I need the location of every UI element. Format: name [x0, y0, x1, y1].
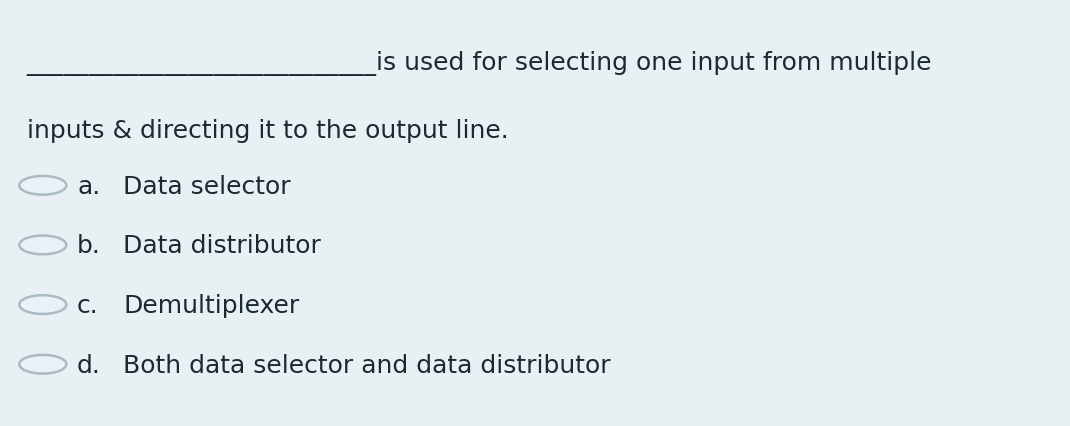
Circle shape	[19, 295, 66, 314]
Text: b.: b.	[77, 234, 101, 258]
Text: Data selector: Data selector	[123, 175, 291, 199]
Text: Data distributor: Data distributor	[123, 234, 321, 258]
Text: c.: c.	[77, 294, 98, 318]
Text: inputs & directing it to the output line.: inputs & directing it to the output line…	[27, 119, 508, 143]
Text: ____________________________is used for selecting one input from multiple: ____________________________is used for …	[27, 51, 932, 76]
Circle shape	[19, 355, 66, 374]
Circle shape	[19, 236, 66, 254]
Text: d.: d.	[77, 354, 101, 377]
Text: a.: a.	[77, 175, 101, 199]
Text: Both data selector and data distributor: Both data selector and data distributor	[123, 354, 611, 377]
Circle shape	[19, 176, 66, 195]
Text: Demultiplexer: Demultiplexer	[123, 294, 300, 318]
